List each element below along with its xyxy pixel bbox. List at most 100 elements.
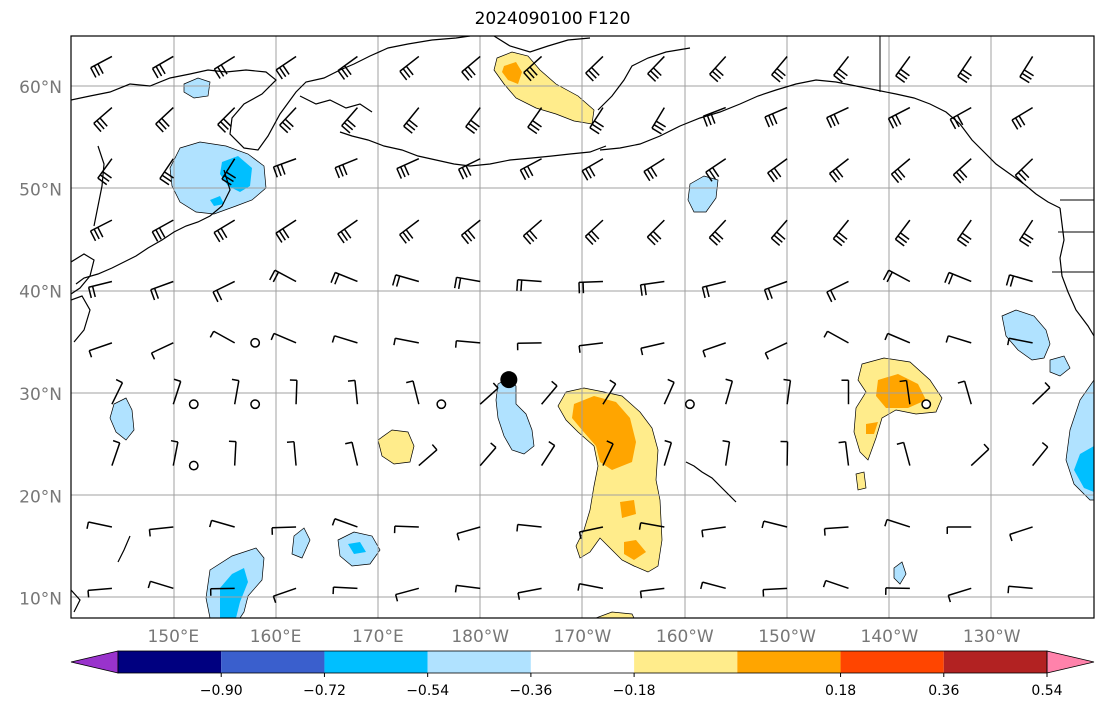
wind-barb: [479, 442, 497, 467]
wind-barb: [1006, 337, 1033, 346]
wind-barb: [345, 441, 359, 466]
wind-barb: [957, 380, 972, 405]
wind-barb: [701, 526, 726, 538]
coast-south-islands: [117, 535, 131, 563]
wind-barb: [585, 55, 604, 82]
wind-barb: [896, 441, 911, 466]
calm-circle: [188, 460, 199, 471]
lon-label: 160°E: [250, 627, 302, 647]
coast-chukotka-2: [299, 95, 373, 113]
wind-barb: [1032, 441, 1049, 467]
wind-barb: [393, 337, 419, 346]
colorbar-segment: [840, 651, 944, 673]
wind-barb: [1018, 219, 1034, 247]
latitude-labels: 60°N 50°N 40°N 30°N 20°N 10°N: [19, 78, 62, 609]
wind-barb: [589, 107, 604, 135]
wind-barb: [701, 280, 726, 299]
wind-barb: [823, 526, 849, 536]
wind-barb: [457, 158, 481, 180]
wind-barb: [577, 583, 604, 591]
lon-label: 130°W: [963, 627, 1021, 647]
colorbar-tick-label: −0.36: [509, 683, 552, 699]
lon-label: 150°W: [758, 627, 816, 647]
longitude-labels: 150°E 160°E 170°E 180°W 170°W 160°W 150°W 140°W…: [147, 627, 1020, 647]
wind-barb: [541, 380, 558, 405]
pos-region-central-core: [572, 396, 636, 470]
wind-barb: [221, 158, 237, 186]
wind-barb: [764, 106, 788, 128]
wind-barb: [465, 107, 481, 134]
neg-region-east-coast2: [1049, 355, 1071, 377]
wind-barb: [213, 55, 236, 79]
wind-barb: [454, 340, 481, 348]
wind-barb: [970, 443, 990, 467]
wind-barb: [213, 219, 236, 243]
wind-barb: [828, 158, 849, 183]
wind-barb: [899, 379, 911, 405]
colorbar-segment: [324, 651, 428, 673]
wind-barb: [516, 523, 542, 532]
lon-label: 150°E: [147, 627, 199, 647]
neg-region-central-west: [495, 377, 535, 455]
wind-barb: [822, 579, 849, 590]
wind-barb: [272, 158, 297, 178]
wind-barb: [663, 439, 673, 466]
coastlines: [71, 36, 1094, 613]
neg-region-south-3-core: [220, 568, 248, 618]
wind-barb: [826, 280, 849, 303]
tropical-cyclone-marker: [500, 371, 518, 389]
wind-barb: [334, 158, 358, 179]
pos-region-central-spot1: [620, 500, 636, 518]
wind-barb: [708, 219, 727, 246]
wind-barb: [418, 444, 438, 467]
wind-barb: [1032, 381, 1051, 405]
colorbar-segment: [737, 651, 841, 673]
wind-barb: [332, 586, 358, 595]
wind-barb: [347, 379, 359, 405]
neg-region-far-east-core: [1074, 446, 1094, 492]
coast-kamchatka: [75, 169, 231, 285]
wind-barb: [705, 158, 727, 182]
wind-barb: [275, 219, 297, 243]
coast-siberia: [71, 36, 471, 151]
colorbar-segment: [530, 651, 635, 673]
pos-region-south: [595, 611, 635, 618]
wind-barb: [208, 519, 235, 528]
colorbar-segment: [118, 651, 222, 673]
wind-barb: [147, 580, 174, 590]
wind-barb: [602, 379, 617, 405]
calm-circle: [250, 337, 261, 348]
wind-barb: [150, 280, 174, 301]
wind-barb: [111, 378, 124, 405]
wind-barb: [331, 335, 358, 344]
wind-barb: [770, 219, 788, 247]
coast-sakhalin: [93, 145, 105, 227]
wind-barb: [391, 274, 420, 287]
wind-barb: [702, 342, 726, 358]
wind-barb: [952, 158, 972, 184]
wind-barb: [949, 106, 972, 130]
wind-barb: [209, 587, 235, 596]
wind-barb: [212, 280, 236, 303]
wind-barb: [279, 107, 297, 134]
wind-barb: [1014, 158, 1034, 184]
wind-barb: [155, 107, 174, 133]
wind-barb: [330, 271, 358, 285]
wind-barb: [761, 520, 788, 529]
map-border: [70, 35, 1095, 619]
wind-barb: [946, 526, 972, 534]
wind-barb: [90, 55, 113, 78]
coast-alaska-south: [599, 79, 1061, 209]
coast-hawaii: [685, 461, 737, 503]
pos-region-central-spot2: [624, 540, 646, 560]
neg-region-east-coast: [1001, 309, 1051, 361]
wind-barb: [461, 55, 481, 81]
neg-region-south-1: [291, 527, 311, 559]
wind-barb: [833, 55, 850, 83]
wind-barb: [884, 518, 911, 528]
wind-barb: [86, 521, 113, 529]
wind-barb: [1007, 585, 1033, 594]
pos-region-alaska-core: [502, 62, 522, 84]
wind-barb: [882, 269, 911, 283]
calm-circle: [921, 399, 932, 410]
